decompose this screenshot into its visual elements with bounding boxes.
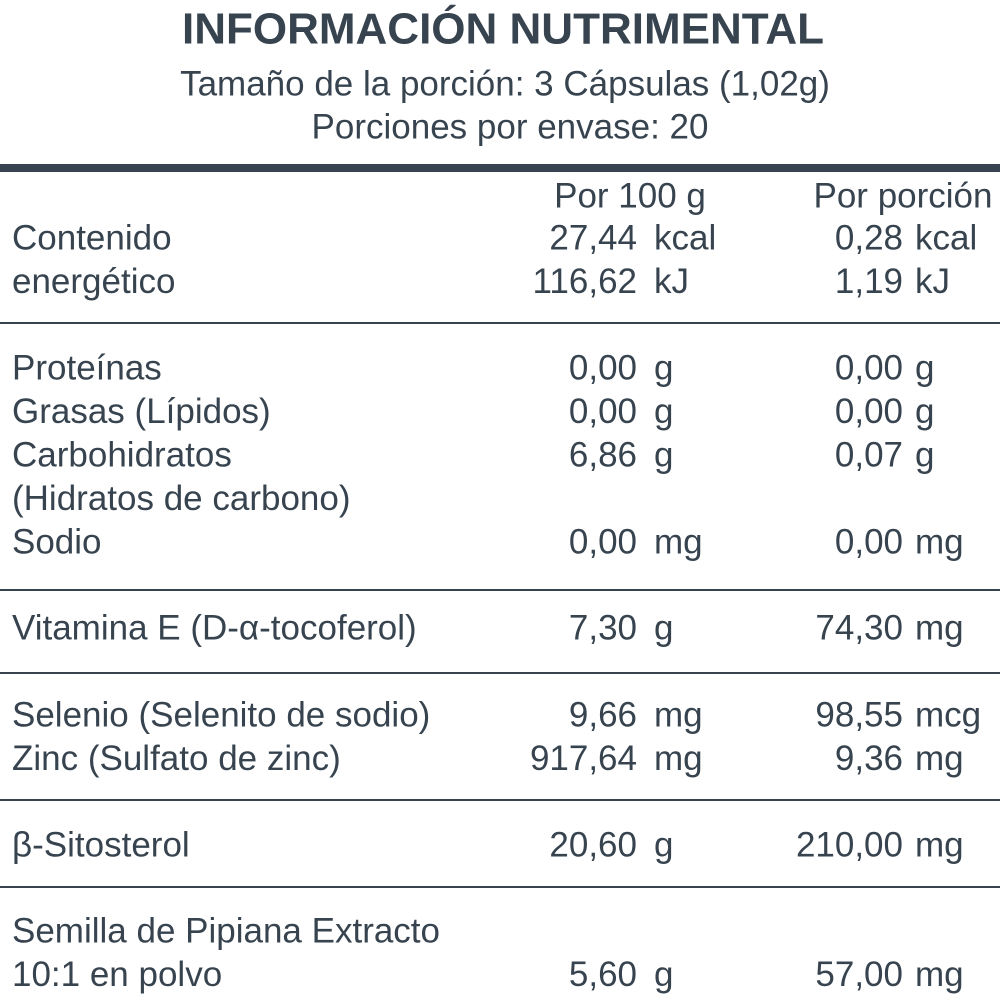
per-serving: 0,00 [835, 348, 903, 387]
row-label: Contenido [12, 218, 172, 257]
per-serving: 98,55 [815, 695, 903, 734]
per-serving-unit: mg [915, 825, 964, 864]
column-header: Por porción [814, 176, 993, 215]
per-100g: 5,60 [569, 955, 637, 994]
per-serving-unit: kcal [915, 218, 977, 257]
per-serving: 210,00 [796, 825, 903, 864]
per-100g-unit: g [654, 825, 673, 864]
row-label: energético [12, 262, 175, 301]
per-serving-unit: g [915, 348, 934, 387]
per-serving-unit: kJ [915, 262, 950, 301]
row-label: β-Sitosterol [12, 825, 190, 864]
row-label: (Hidratos de carbono) [12, 479, 351, 518]
per-100g: 6,86 [569, 435, 637, 474]
row-label: 10:1 en polvo [12, 955, 222, 994]
per-serving-unit: mg [915, 608, 964, 647]
per-serving: 0,00 [835, 392, 903, 431]
per-100g-unit: kcal [654, 218, 716, 257]
per-100g: 917,64 [530, 739, 637, 778]
row-label: Grasas (Lípidos) [12, 392, 271, 431]
per-serving: 1,19 [835, 262, 903, 301]
per-100g-unit: g [654, 955, 673, 994]
per-100g: 7,30 [569, 608, 637, 647]
per-100g-unit: g [654, 435, 673, 474]
row-label: Vitamina E (D-α-tocoferol) [12, 608, 417, 647]
per-serving: 0,28 [835, 218, 903, 257]
per-serving-unit: mg [915, 955, 964, 994]
per-serving: 0,07 [835, 435, 903, 474]
row-label: Semilla de Pipiana Extracto [12, 911, 440, 950]
per-100g: 116,62 [533, 262, 637, 301]
per-100g-unit: mg [654, 739, 703, 778]
row-label: Sodio [12, 522, 102, 561]
per-serving: 9,36 [835, 739, 903, 778]
row-label: Selenio (Selenito de sodio) [12, 695, 430, 734]
column-header: Por 100 g [554, 176, 706, 215]
row-label: Proteínas [12, 348, 162, 387]
per-serving: 57,00 [815, 955, 903, 994]
per-100g-unit: g [654, 392, 673, 431]
per-100g: 27,44 [549, 218, 637, 257]
servings-per-container: Porciones por envase: 20 [312, 107, 709, 146]
per-serving-unit: g [915, 392, 934, 431]
per-serving: 74,30 [815, 608, 903, 647]
row-label: Zinc (Sulfato de zinc) [12, 739, 341, 778]
row-label: Carbohidratos [12, 435, 232, 474]
per-100g-unit: mg [654, 522, 703, 561]
per-100g-unit: kJ [654, 262, 689, 301]
per-100g-unit: g [654, 608, 673, 647]
per-100g-unit: mg [654, 695, 703, 734]
per-serving-unit: mg [915, 739, 964, 778]
per-serving-unit: mg [915, 522, 964, 561]
title: INFORMACIÓN NUTRIMENTAL [182, 4, 824, 54]
per-100g-unit: g [654, 348, 673, 387]
per-100g: 9,66 [569, 695, 637, 734]
per-serving-unit: mcg [915, 695, 981, 734]
per-100g: 0,00 [569, 392, 637, 431]
per-100g: 20,60 [549, 825, 637, 864]
per-100g: 0,00 [569, 522, 637, 561]
per-serving: 0,00 [835, 522, 903, 561]
per-100g: 0,00 [569, 348, 637, 387]
serving-size: Tamaño de la porción: 3 Cápsulas (1,02g) [180, 64, 830, 103]
per-serving-unit: g [915, 435, 934, 474]
